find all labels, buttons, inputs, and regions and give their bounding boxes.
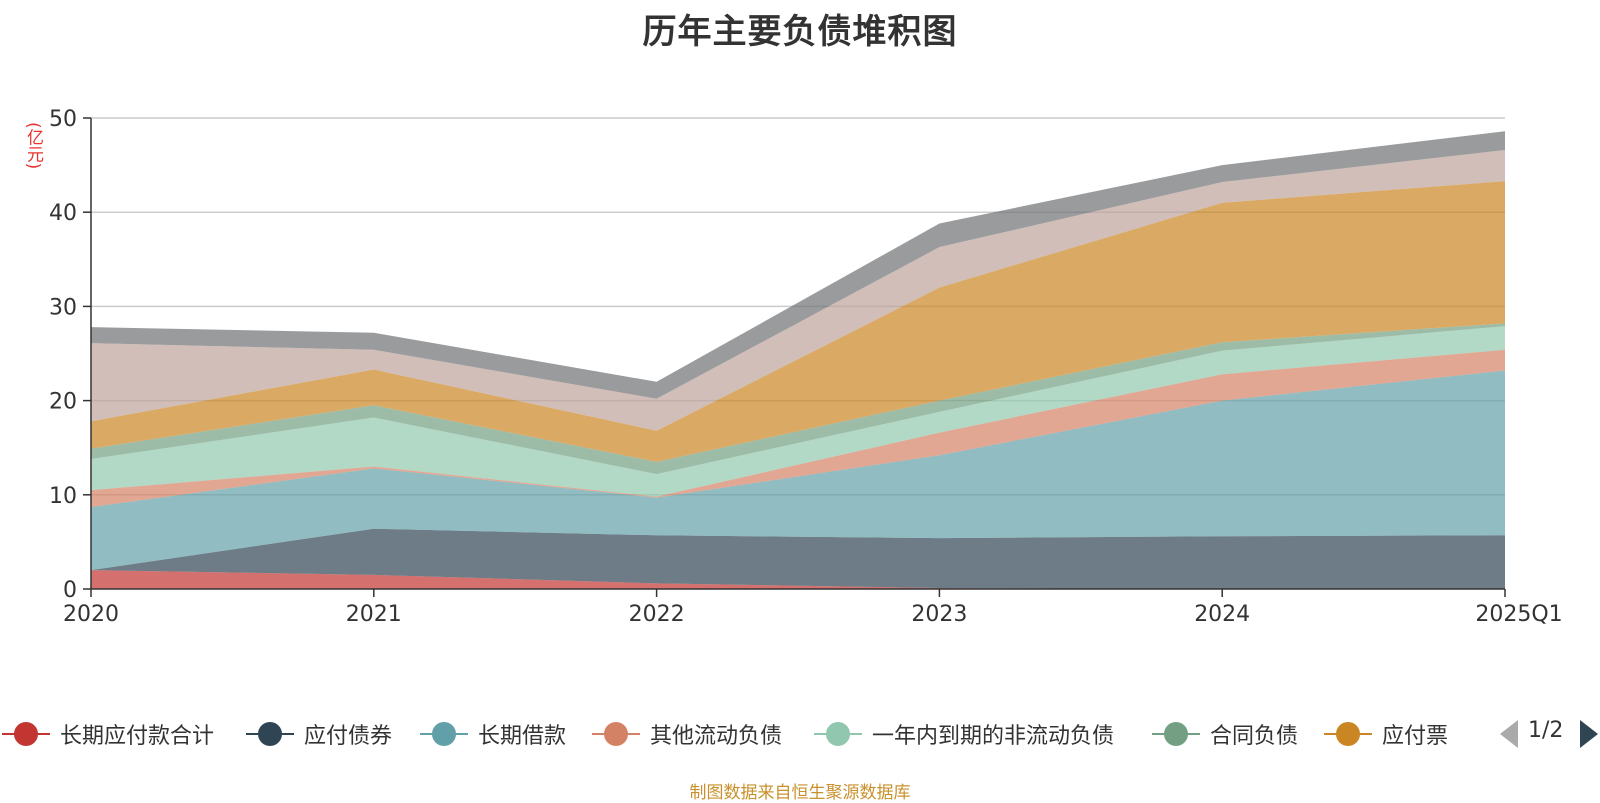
legend-label: 合同负债: [1210, 724, 1299, 749]
area-series-6: [91, 181, 1505, 462]
y-axis-unit-label: (亿元): [23, 122, 43, 170]
legend-next-page-icon[interactable]: [1580, 720, 1598, 748]
source-note: 制图数据来自恒生聚源数据库: [689, 783, 911, 803]
legend-label: 长期借款: [478, 724, 567, 749]
legend-circle-icon: [1150, 716, 1202, 752]
area-series-2: [91, 370, 1505, 571]
area-series-7: [91, 150, 1505, 431]
legend-label: 应付票: [1382, 724, 1449, 749]
x-tick-label: 2024: [1194, 602, 1250, 627]
y-tick-label: 30: [49, 295, 77, 320]
area-series-8: [91, 131, 1505, 399]
legend-circle-icon: [0, 716, 52, 752]
legend-circle-icon: [812, 716, 864, 752]
y-tick-label: 0: [63, 578, 77, 603]
y-tick-label: 10: [49, 484, 77, 509]
x-tick-label: 2021: [346, 602, 402, 627]
legend-item[interactable]: 其他流动负债: [590, 716, 782, 752]
legend-page-indicator: 1/2: [1528, 718, 1564, 743]
legend-label: 一年内到期的非流动负债: [872, 724, 1115, 749]
tick-labels: 0 10 20 30 40 50 2020 2021 2022 2023 2024 2025Q1: [49, 107, 1563, 627]
legend-label: 其他流动负债: [650, 724, 783, 749]
legend-prev-page-icon[interactable]: [1500, 720, 1518, 748]
legend: 长期应付款合计 应付债券 长期借款 其他流动负债 一年内到期的非流动负债 合同负债 应付票: [0, 716, 1600, 752]
x-tick-label: 2025Q1: [1475, 602, 1562, 627]
area-series-layer: [91, 131, 1505, 589]
area-series-3: [91, 349, 1505, 508]
legend-item[interactable]: 长期应付款合计: [0, 716, 214, 752]
legend-circle-icon: [590, 716, 642, 752]
x-tick-label: 2023: [911, 602, 967, 627]
area-series-4: [91, 326, 1505, 497]
legend-label: 应付债券: [304, 724, 393, 749]
y-tick-label: 40: [49, 201, 77, 226]
y-tick-label: 20: [49, 390, 77, 415]
x-tick-label: 2020: [63, 602, 119, 627]
area-series-1: [91, 528, 1505, 589]
chart-title: 历年主要负债堆积图: [642, 12, 958, 52]
legend-circle-icon: [1322, 716, 1374, 752]
x-tick-label: 2022: [629, 602, 685, 627]
legend-item[interactable]: 应付债券: [244, 716, 392, 752]
legend-circle-icon: [244, 716, 296, 752]
y-tick-label: 50: [49, 107, 77, 132]
legend-item[interactable]: 一年内到期的非流动负债: [812, 716, 1114, 752]
legend-item[interactable]: 合同负债: [1150, 716, 1298, 752]
legend-label: 长期应付款合计: [60, 724, 215, 749]
legend-item[interactable]: 长期借款: [418, 716, 566, 752]
area-series-0: [91, 570, 1505, 589]
legend-item[interactable]: 应付票: [1322, 716, 1448, 752]
area-series-5: [91, 323, 1505, 475]
axes: [83, 117, 1506, 597]
legend-circle-icon: [418, 716, 470, 752]
